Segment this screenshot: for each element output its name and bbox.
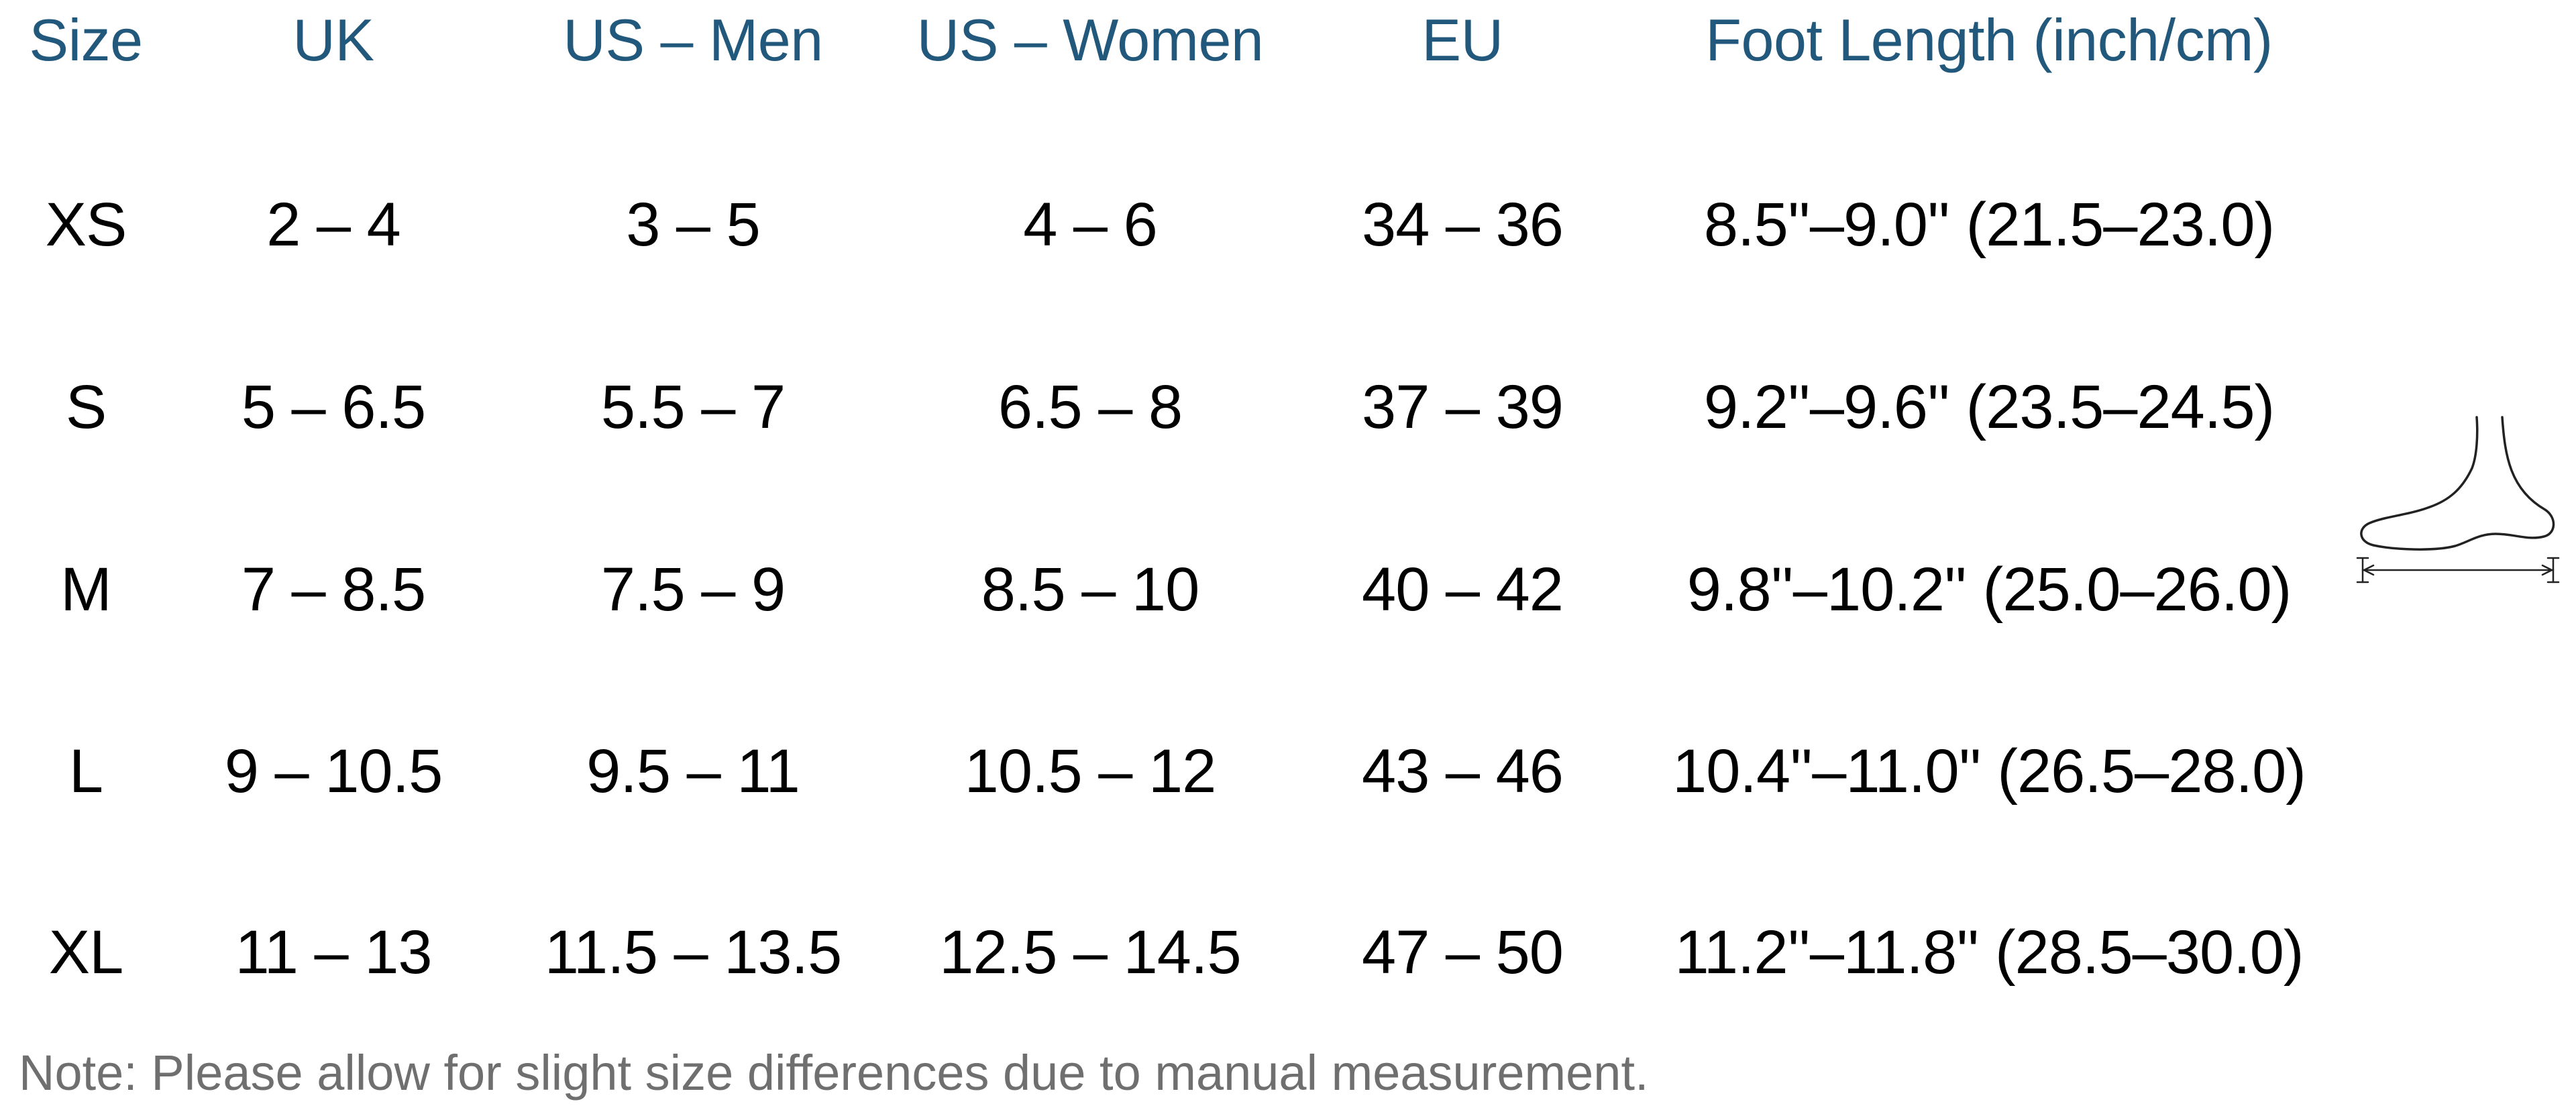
header-eu: EU: [1421, 7, 1503, 73]
row-s-eu: 37 – 39: [1362, 373, 1564, 441]
row-m-uk: 7 – 8.5: [241, 555, 426, 624]
row-xl-eu: 47 – 50: [1362, 918, 1564, 987]
row-xs-eu: 34 – 36: [1362, 190, 1564, 259]
row-s-uk: 5 – 6.5: [241, 373, 426, 441]
row-s-size: S: [65, 373, 107, 441]
row-m-us-men: 7.5 – 9: [600, 555, 786, 624]
footnote: Note: Please allow for slight size diffe…: [19, 1045, 1649, 1101]
header-size: Size: [29, 7, 143, 73]
row-m-size: M: [60, 555, 112, 624]
row-xs-size: XS: [45, 190, 127, 259]
row-xs-us-women: 4 – 6: [1023, 190, 1158, 259]
header-foot-length: Foot Length (inch/cm): [1705, 7, 2273, 73]
row-l-size: L: [68, 737, 103, 805]
row-s-us-women: 6.5 – 8: [998, 373, 1183, 441]
row-xs-uk: 2 – 4: [266, 190, 401, 259]
header-us-women: US – Women: [916, 7, 1264, 73]
row-l-foot-length: 10.4''–11.0'' (26.5–28.0): [1672, 737, 2306, 805]
row-xl-us-men: 11.5 – 13.5: [544, 918, 843, 987]
row-l-us-men: 9.5 – 11: [586, 737, 800, 805]
row-xs-us-men: 3 – 5: [626, 190, 761, 259]
row-xl-size: XL: [48, 918, 124, 987]
row-xl-foot-length: 11.2''–11.8'' (28.5–30.0): [1674, 918, 2304, 987]
row-m-eu: 40 – 42: [1362, 555, 1564, 624]
row-s-foot-length: 9.2''–9.6'' (23.5–24.5): [1703, 373, 2275, 441]
row-m-foot-length: 9.8''–10.2'' (25.0–26.0): [1686, 555, 2292, 624]
row-xl-uk: 11 – 13: [235, 918, 432, 987]
foot-length-measurement-icon: [2355, 409, 2563, 604]
row-l-us-women: 10.5 – 12: [964, 737, 1217, 805]
row-m-us-women: 8.5 – 10: [981, 555, 1200, 624]
row-l-eu: 43 – 46: [1362, 737, 1564, 805]
header-us-men: US – Men: [563, 7, 823, 73]
header-uk: UK: [292, 7, 374, 73]
row-xl-us-women: 12.5 – 14.5: [939, 918, 1241, 987]
row-xs-foot-length: 8.5''–9.0'' (21.5–23.0): [1703, 190, 2275, 259]
row-l-uk: 9 – 10.5: [224, 737, 443, 805]
row-s-us-men: 5.5 – 7: [600, 373, 786, 441]
